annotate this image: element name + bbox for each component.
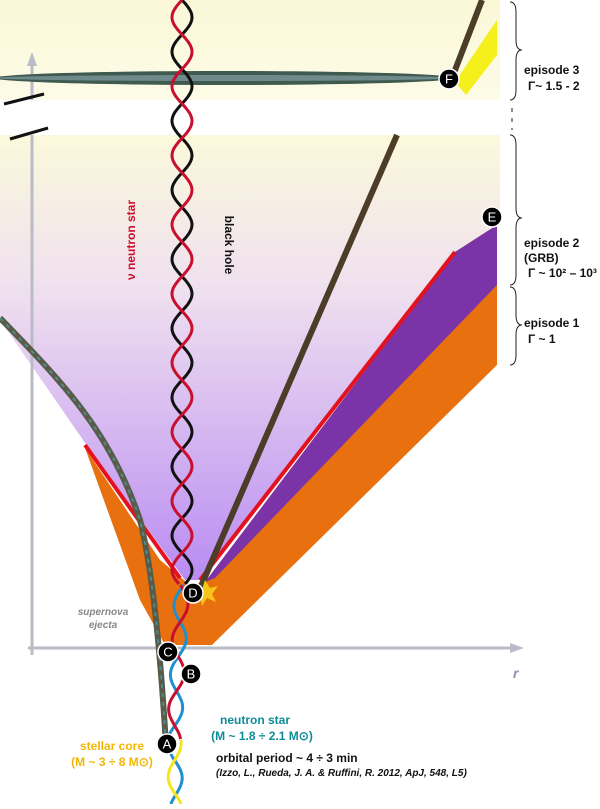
stellar-core-mass: (M ~ 3 ÷ 8 M⊙) <box>71 755 153 769</box>
node <box>481 206 503 228</box>
stellar-core-title: stellar core <box>80 739 144 753</box>
reference: (Izzo, L., Rueda, J. A. & Ruffini, R. 20… <box>216 768 467 779</box>
node <box>156 733 178 755</box>
episode-3-jet <box>455 20 497 95</box>
orbital-period: orbital period ~ 4 ÷ 3 min <box>216 751 358 765</box>
node <box>180 663 202 685</box>
top-band <box>0 0 500 100</box>
neutron-star-title: neutron star <box>220 713 290 727</box>
shock-line <box>198 250 457 582</box>
helix-strand <box>166 584 188 740</box>
episode-note: (GRB) <box>524 251 559 265</box>
axis-arrow <box>27 52 37 66</box>
helix-strand <box>170 0 194 585</box>
nodes: A BC D E F <box>156 68 503 755</box>
helix-strand <box>170 0 194 585</box>
node-label: B <box>187 667 196 682</box>
fan-region <box>0 135 500 580</box>
disk <box>0 75 455 81</box>
node-label: D <box>188 586 197 601</box>
axis-label: r <box>513 665 520 681</box>
helix-label: black hole <box>222 216 236 275</box>
brace <box>509 134 523 286</box>
neutron-star-mass: (M ~ 1.8 ÷ 2.1 M⊙) <box>211 729 313 743</box>
ejecta-line <box>0 317 167 746</box>
node <box>182 582 204 604</box>
episode-gamma: Γ ~ 1 <box>528 332 556 346</box>
helix <box>165 0 218 805</box>
shock-line <box>83 443 182 580</box>
node <box>438 68 460 90</box>
ejecta-line <box>192 133 400 602</box>
axis-arrow <box>510 643 524 653</box>
node <box>157 641 179 663</box>
node-label: A <box>163 737 172 752</box>
node-label: F <box>445 72 453 87</box>
ejecta-label: ejecta <box>89 620 118 631</box>
brace <box>509 1 523 101</box>
episode-label: episode 1 <box>524 316 580 330</box>
brace <box>509 286 523 366</box>
node-label: C <box>163 645 172 660</box>
helix-strand <box>167 584 190 740</box>
axis-break <box>9 126 49 141</box>
episode-label: episode 3 <box>524 63 580 77</box>
episode-label: episode 2 <box>524 236 580 250</box>
episode-2-region <box>205 225 497 582</box>
node-label: E <box>488 210 497 225</box>
episode-gamma: Γ~ 1.5 - 2 <box>528 79 580 93</box>
helix-strand <box>166 739 183 805</box>
axis-break <box>3 92 45 106</box>
ejecta-line <box>449 0 485 80</box>
ejecta-label: supernova <box>78 607 129 618</box>
burst <box>200 580 218 606</box>
episode-gamma: Γ ~ 10² – 10³ <box>528 266 597 280</box>
helix-label: ν neutron star <box>124 200 138 280</box>
